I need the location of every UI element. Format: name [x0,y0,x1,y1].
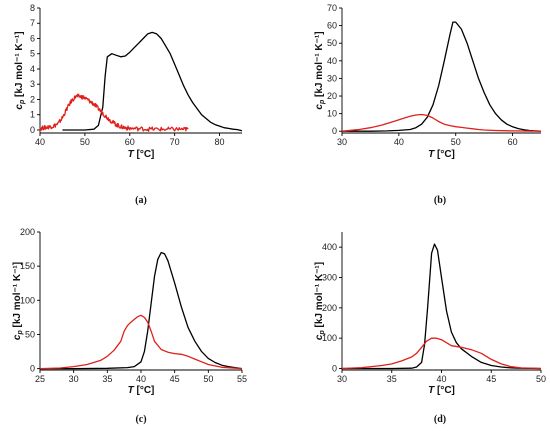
x-tick-label: 40 [394,137,404,147]
x-tick-label: 35 [387,374,397,384]
series-line-1 [342,243,542,370]
y-tick-label: 3 [30,79,35,89]
chart-panel-d: 30 35 40 45 50 0 100 200 300 400 cp [kJ mol⁻¹ K⁻¹]… [314,232,546,425]
series-line-2 [39,93,189,132]
y-tick-label: 40 [327,56,337,66]
chart-panel-a: 40 50 60 70 80 0 1 2 3 4 5 6 7 8 cp [kJ mol⁻¹ K⁻¹] T [°… [14,3,243,206]
y-axis-label: cp [kJ mol⁻¹ K⁻¹] [314,262,326,340]
panel-label: (c) [135,414,146,425]
y-axis-label-unit: [kJ mol⁻¹ K⁻¹] [14,31,25,99]
x-tick-label: 80 [215,137,225,147]
series-line-1 [40,251,243,370]
y-axis-label-sub: p [19,99,26,105]
panel-label: (d) [434,414,446,425]
y-tick-label: 0 [30,364,35,374]
x-tick-label: 50 [451,137,461,147]
x-axis-label-unit: [°C] [434,385,455,396]
panel-label: (b) [434,195,446,206]
y-tick-label: 6 [30,33,35,43]
y-tick-label: 5 [30,49,35,59]
x-tick-label: 60 [508,137,518,147]
y-tick-label: 60 [327,21,337,31]
chart-panel-b: 30 40 50 60 0 10 20 30 40 50 60 70 cp [kJ mol⁻¹ K⁻¹]… [314,3,542,206]
y-tick-label: 30 [327,73,337,83]
x-tick-label: 35 [102,374,112,384]
x-axis-label-unit: [°C] [134,385,155,396]
x-tick-label: 30 [337,374,347,384]
x-tick-label: 40 [436,374,446,384]
x-tick-label: 50 [203,374,213,384]
x-tick-label: 30 [337,137,347,147]
x-tick-label: 40 [35,137,45,147]
x-axis-label: T [°C] [128,385,155,396]
y-axis-label-var: c [14,104,25,110]
y-axis-label-sub: p [319,330,326,336]
y-tick-label: 300 [322,272,337,282]
y-tick-label: 50 [327,38,337,48]
y-axis-label: cp [kJ mol⁻¹ K⁻¹] [12,262,24,340]
x-tick-label: 60 [125,137,135,147]
y-tick-label: 100 [20,295,35,305]
x-tick-label: 45 [170,374,180,384]
x-axis-label: T [°C] [428,149,455,160]
y-tick-label: 10 [327,109,337,119]
x-axis-label-var: T [128,149,135,160]
series-line-2 [341,337,542,370]
y-axis-label-var: c [12,334,23,340]
y-tick-label: 4 [30,64,35,74]
x-axis-label-unit: [°C] [434,149,455,160]
y-axis-label-sub: p [17,330,24,336]
x-axis-label-var: T [428,149,435,160]
y-axis-label-unit: [kJ mol⁻¹ K⁻¹] [314,262,325,330]
y-tick-label: 100 [322,333,337,343]
chart-panel-c: 25 30 35 40 45 50 55 0 50 100 150 200 cp [kJ mol⁻¹ K… [12,227,247,425]
y-tick-label: 0 [332,363,337,373]
x-axis-label-var: T [128,385,135,396]
x-tick-label: 55 [237,374,247,384]
x-axis-label-unit: [°C] [134,149,155,160]
y-axis-label-unit: [kJ mol⁻¹ K⁻¹] [314,31,325,99]
series-line-1 [342,21,542,132]
x-tick-label: 50 [536,374,546,384]
y-axis-label-sub: p [319,99,326,105]
y-axis-label: cp [kJ mol⁻¹ K⁻¹] [14,31,26,109]
y-tick-label: 0 [30,125,35,135]
x-tick-label: 30 [69,374,79,384]
x-tick-label: 40 [136,374,146,384]
x-tick-label: 45 [486,374,496,384]
y-tick-label: 1 [30,110,35,120]
panel-label: (a) [135,195,147,206]
y-tick-label: 200 [322,303,337,313]
y-tick-label: 150 [20,261,35,271]
x-tick-label: 50 [80,137,90,147]
x-axis-label: T [°C] [128,149,155,160]
y-axis-label-var: c [314,104,325,110]
y-tick-label: 50 [25,329,35,339]
y-tick-label: 8 [30,3,35,13]
series-line-1 [62,31,243,132]
x-tick-label: 25 [35,374,45,384]
y-tick-label: 400 [322,242,337,252]
y-tick-label: 2 [30,94,35,104]
series-line-2 [341,113,542,132]
y-tick-label: 7 [30,18,35,28]
x-tick-label: 70 [170,137,180,147]
y-tick-label: 70 [327,3,337,13]
y-tick-label: 0 [332,126,337,136]
y-axis-label-unit: [kJ mol⁻¹ K⁻¹] [12,262,23,330]
y-tick-label: 20 [327,91,337,101]
y-axis-label: cp [kJ mol⁻¹ K⁻¹] [314,31,326,109]
y-tick-label: 200 [20,227,35,237]
x-axis-label: T [°C] [428,385,455,396]
series-line-2 [39,314,243,370]
x-axis-label-var: T [428,385,435,396]
y-axis-label-var: c [314,334,325,340]
